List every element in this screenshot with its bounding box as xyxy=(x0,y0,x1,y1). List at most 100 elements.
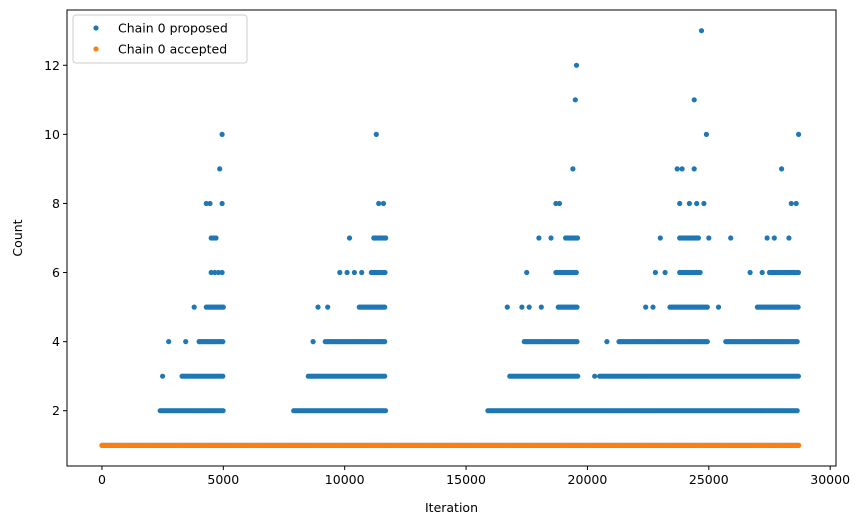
data-point xyxy=(213,235,219,241)
data-point xyxy=(728,235,734,241)
x-tick-label: 0 xyxy=(98,472,106,487)
data-point xyxy=(574,304,580,310)
data-point xyxy=(219,131,225,137)
data-point xyxy=(346,235,353,241)
x-axis-label: Iteration xyxy=(425,500,478,515)
data-point xyxy=(795,373,802,379)
data-point xyxy=(310,339,316,345)
y-tick-label: 8 xyxy=(52,196,60,211)
data-point xyxy=(795,269,802,276)
data-point xyxy=(592,373,598,379)
data-point xyxy=(183,339,189,345)
legend-label-proposed: Chain 0 proposed xyxy=(118,21,228,36)
data-point xyxy=(796,442,802,448)
data-point xyxy=(220,373,226,379)
data-point xyxy=(795,304,801,310)
data-point xyxy=(160,373,166,379)
data-point xyxy=(662,269,668,276)
data-point xyxy=(212,269,218,276)
data-point xyxy=(570,166,576,172)
data-point xyxy=(220,304,226,310)
data-point xyxy=(779,166,785,172)
data-point xyxy=(788,200,794,207)
data-point xyxy=(526,304,532,310)
data-point xyxy=(219,200,225,207)
data-point xyxy=(376,200,382,207)
data-point xyxy=(344,269,350,276)
data-marks xyxy=(99,28,802,448)
data-point xyxy=(359,269,365,276)
y-tick-label: 10 xyxy=(44,127,60,142)
data-point xyxy=(207,200,213,207)
data-point xyxy=(575,373,581,379)
series-1 xyxy=(99,442,802,448)
data-point xyxy=(764,235,770,241)
data-point xyxy=(217,166,223,172)
data-point xyxy=(380,200,387,207)
data-point xyxy=(548,235,554,241)
data-point xyxy=(220,408,226,414)
data-point xyxy=(215,269,222,276)
data-point xyxy=(677,200,683,207)
legend: Chain 0 proposed Chain 0 accepted xyxy=(72,14,248,64)
data-point xyxy=(382,408,389,414)
data-point xyxy=(786,235,792,241)
data-point xyxy=(706,235,712,241)
y-tick-label: 4 xyxy=(52,334,60,349)
legend-marker-proposed xyxy=(93,25,99,31)
data-point xyxy=(573,62,580,68)
legend-box xyxy=(72,14,248,64)
y-tick-label: 2 xyxy=(52,403,60,418)
y-axis-ticks: 2 4 6 8 10 12 xyxy=(44,58,67,418)
data-point xyxy=(703,131,710,137)
data-point xyxy=(337,269,343,276)
data-point xyxy=(657,235,663,241)
x-tick-label: 25000 xyxy=(689,472,729,487)
data-point xyxy=(704,304,710,310)
data-point xyxy=(504,304,510,310)
data-point xyxy=(771,235,777,241)
x-tick-label: 15000 xyxy=(446,472,486,487)
data-point xyxy=(382,339,388,345)
data-point xyxy=(538,304,544,310)
data-point xyxy=(573,269,579,276)
data-point xyxy=(382,373,388,379)
data-point xyxy=(574,235,581,241)
x-tick-label: 5000 xyxy=(207,472,239,487)
legend-label-accepted: Chain 0 accepted xyxy=(118,42,227,57)
data-point xyxy=(715,304,722,310)
x-axis-ticks: 0 5000 10000 15000 20000 25000 30000 xyxy=(98,466,850,487)
data-point xyxy=(383,235,389,241)
data-point xyxy=(553,200,559,207)
plot-frame xyxy=(66,9,837,467)
data-point xyxy=(208,269,214,276)
data-point xyxy=(219,269,225,276)
data-point xyxy=(220,339,226,345)
data-point xyxy=(524,269,530,276)
data-point xyxy=(679,166,685,172)
y-tick-label: 6 xyxy=(52,265,60,280)
data-point xyxy=(604,339,610,345)
data-point xyxy=(796,131,802,137)
data-point xyxy=(315,304,321,310)
y-axis-label: Count xyxy=(10,219,25,256)
data-point xyxy=(203,200,209,207)
data-point xyxy=(793,200,799,207)
y-tick-label: 12 xyxy=(44,58,60,73)
data-point xyxy=(536,235,542,241)
data-point xyxy=(704,339,710,345)
data-point xyxy=(794,408,800,414)
data-point xyxy=(382,304,388,310)
data-point xyxy=(694,200,700,207)
x-tick-label: 10000 xyxy=(325,472,365,487)
data-point xyxy=(794,339,800,345)
data-point xyxy=(674,166,680,172)
data-point xyxy=(373,131,379,137)
data-point xyxy=(556,200,563,207)
x-tick-label: 30000 xyxy=(810,472,850,487)
x-tick-label: 20000 xyxy=(568,472,608,487)
data-point xyxy=(382,269,388,276)
data-point xyxy=(650,304,656,310)
data-point xyxy=(783,269,790,276)
